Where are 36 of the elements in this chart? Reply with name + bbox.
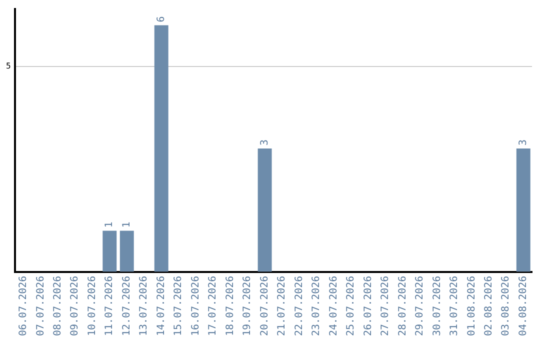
- x-tick-label: 06.07.2026: [18, 276, 30, 336]
- data-label: 6: [156, 16, 167, 22]
- x-tick-label: 10.07.2026: [86, 276, 98, 336]
- x-tick-label: 28.07.2026: [397, 276, 408, 336]
- x-tick-label: 02.08.2026: [483, 276, 494, 336]
- x-tick-label: 15.07.2026: [173, 276, 184, 336]
- x-tick-label: 14.07.2026: [156, 276, 167, 336]
- x-tick-label: 04.08.2026: [518, 276, 529, 336]
- data-label: 1: [121, 222, 132, 228]
- x-tick-label: 21.07.2026: [276, 276, 288, 336]
- x-tick-label: 01.08.2026: [466, 276, 478, 336]
- x-tick-label: 23.07.2026: [311, 276, 322, 336]
- x-tick-label: 24.07.2026: [328, 276, 340, 336]
- x-tick-label: 20.07.2026: [259, 276, 270, 336]
- x-tick-label: 26.07.2026: [362, 276, 374, 336]
- x-tick-label: 19.07.2026: [242, 276, 254, 336]
- x-tick-label: 22.07.2026: [294, 276, 305, 336]
- x-tick-label: 17.07.2026: [208, 276, 219, 336]
- x-tick-label: 25.07.2026: [346, 276, 357, 336]
- x-tick-label: 09.07.2026: [70, 276, 81, 336]
- x-tick-label: 16.07.2026: [190, 276, 202, 336]
- x-tick-label: 31.07.2026: [449, 276, 460, 336]
- y-tick-label: 5: [6, 61, 11, 70]
- data-label: 3: [259, 139, 270, 146]
- x-tick-label: 03.08.2026: [500, 276, 512, 336]
- x-tick-label: 13.07.2026: [138, 276, 150, 336]
- x-tick-label: 29.07.2026: [414, 276, 426, 336]
- x-tick-label: 27.07.2026: [380, 276, 392, 336]
- x-tick-label: 12.07.2026: [121, 276, 132, 336]
- x-tick-label: 11.07.2026: [104, 276, 116, 336]
- data-label: 3: [518, 139, 529, 146]
- x-tick-label: 08.07.2026: [52, 276, 64, 336]
- x-tick-label: 18.07.2026: [224, 276, 236, 336]
- data-label: 1: [104, 222, 116, 228]
- x-tick-label: 07.07.2026: [35, 276, 46, 336]
- x-tick-label: 30.07.2026: [432, 276, 443, 336]
